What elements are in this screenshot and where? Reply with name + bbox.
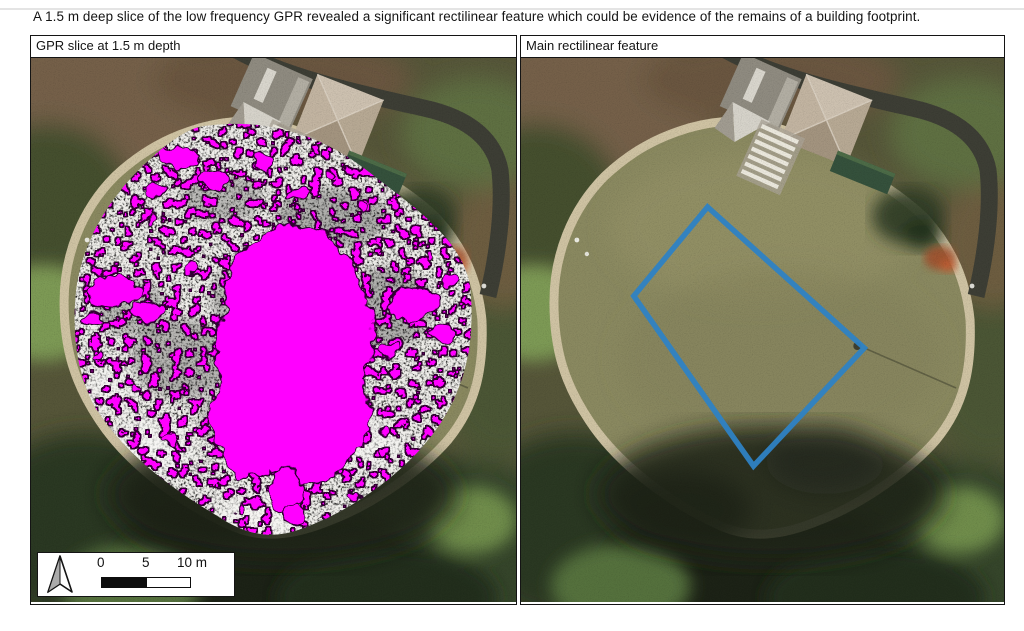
photo-grain (521, 58, 1004, 602)
scale-tick-10: 10 m (177, 555, 208, 570)
figure-caption: A 1.5 m deep slice of the low frequency … (33, 9, 921, 24)
aerial-map-with-feature-outline (521, 58, 1004, 602)
gpr-map: 0 5 10 m (31, 58, 516, 602)
scale-segment-filled (101, 577, 146, 588)
panel-gpr-slice-label: GPR slice at 1.5 m depth (31, 36, 516, 58)
north-arrow-icon (47, 555, 73, 594)
panel-rectilinear-feature: Main rectilinear feature (520, 35, 1005, 605)
rectilinear-feature-outline (630, 203, 869, 471)
panel-rectilinear-feature-label: Main rectilinear feature (521, 36, 1004, 58)
feature-map (521, 58, 1004, 602)
scale-tick-0: 0 (97, 555, 105, 570)
scale-tick-5: 5 (142, 555, 150, 570)
scale-bar: 0 5 10 m (37, 552, 235, 597)
panel-gpr-slice: GPR slice at 1.5 m depth (30, 35, 517, 605)
page-top-rule (0, 8, 1024, 10)
figure-panels: GPR slice at 1.5 m depth (30, 35, 1024, 605)
gpr-anomaly-clusters (80, 146, 459, 527)
scale-segment-empty (146, 577, 191, 588)
aerial-map-with-gpr-overlay (31, 58, 516, 602)
